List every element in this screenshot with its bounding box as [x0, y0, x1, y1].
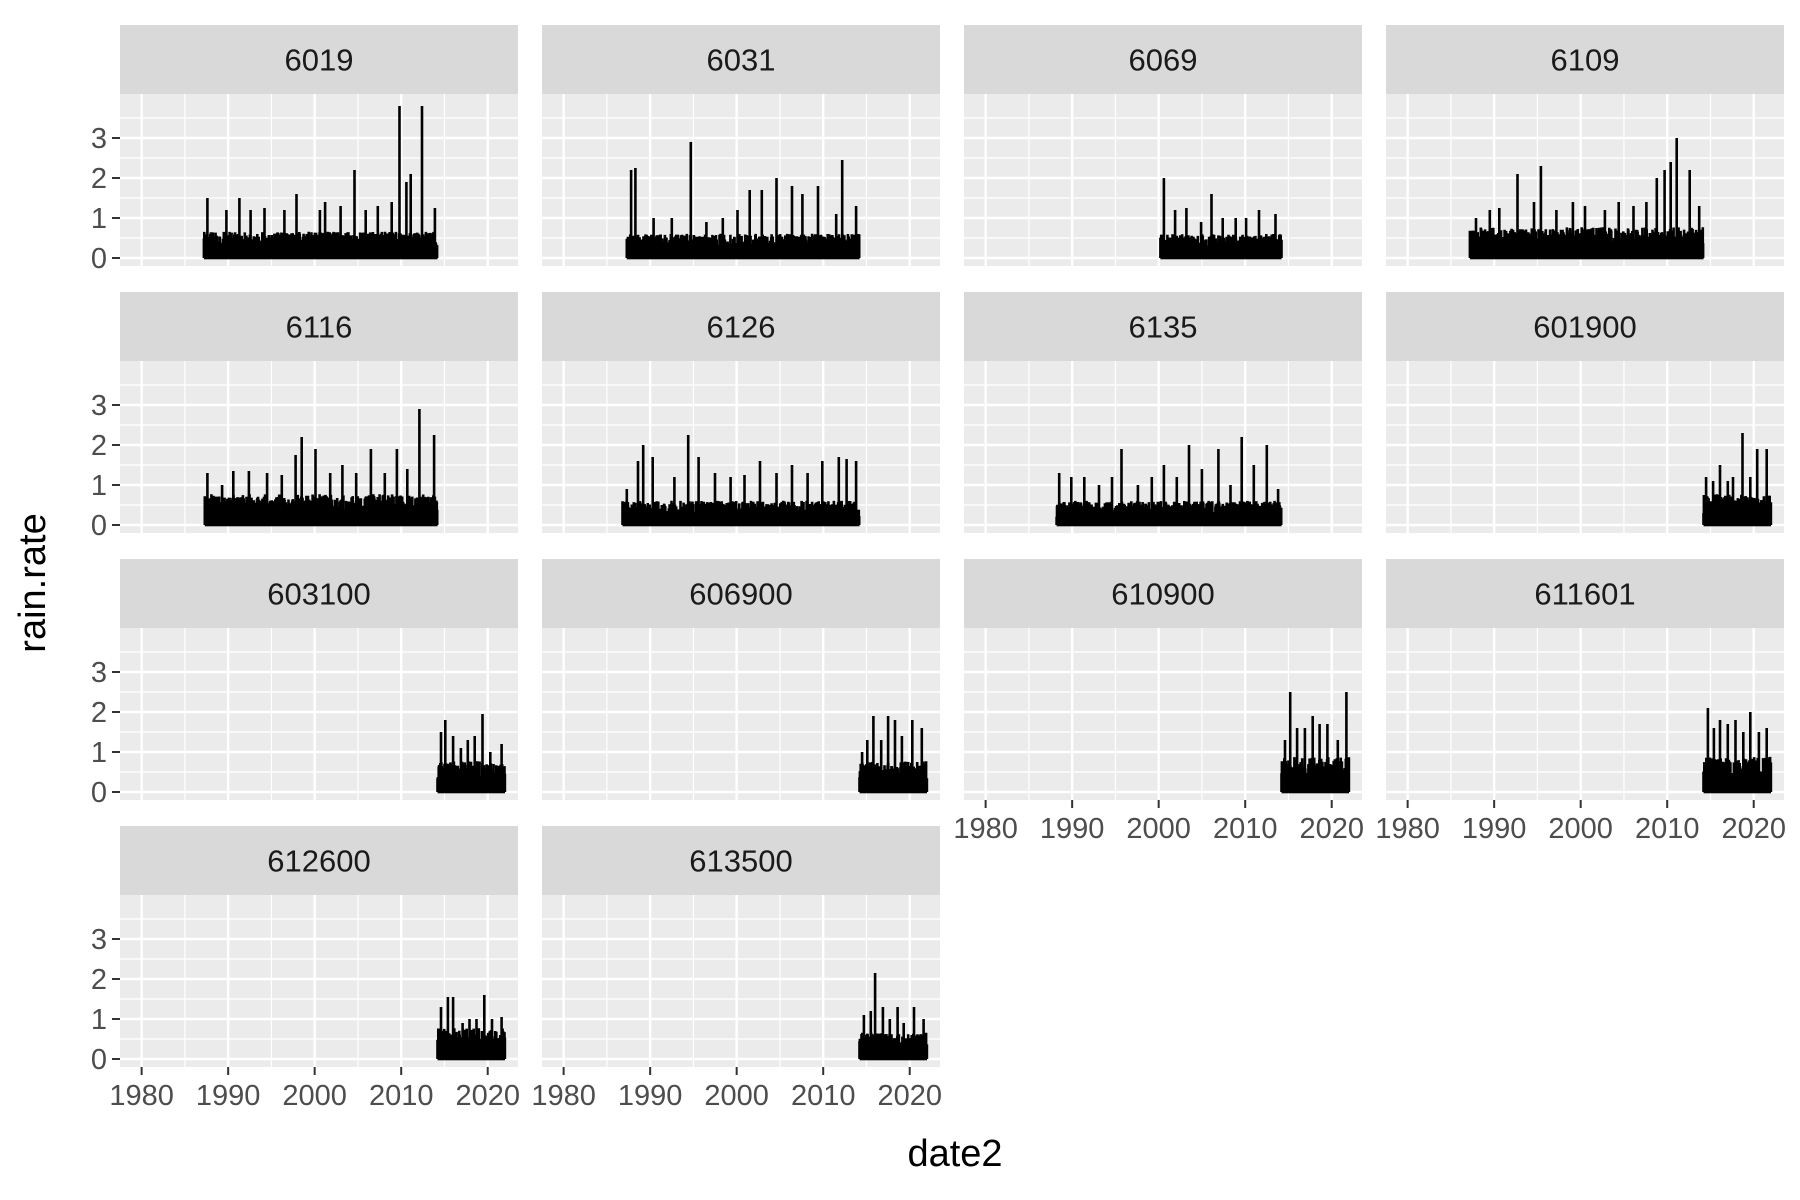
facet-strip-label: 6126 [707, 310, 776, 345]
series-base-band [1469, 245, 1704, 260]
facet-panel-612600: 612600 0 1 2 3 1980 1990 2000 2010 2020 [91, 826, 520, 1112]
facet-strip [120, 25, 518, 94]
y-tick-label: 2 [91, 430, 107, 462]
series-base-band [204, 512, 438, 527]
series-base-band [203, 247, 438, 260]
facet-strip-label: 6069 [1129, 43, 1198, 78]
series-base-band [1281, 777, 1350, 794]
x-tick-label: 2020 [455, 1080, 520, 1112]
y-tick-label: 3 [91, 924, 107, 956]
x-tick-label: 2010 [791, 1080, 856, 1112]
series-base-band [622, 515, 860, 527]
x-tick-label: 2000 [1126, 813, 1191, 845]
facet-strip [1386, 25, 1784, 94]
facet-strip [964, 292, 1362, 361]
y-tick-label: 2 [91, 964, 107, 996]
y-tick-label: 1 [91, 1004, 107, 1036]
x-tick-label: 1980 [109, 1080, 174, 1112]
facet-strip [1386, 292, 1784, 361]
x-tick-label: 1990 [1462, 813, 1527, 845]
x-tick-label: 1990 [196, 1080, 261, 1112]
facet-panel-6019: 6019 0 1 2 3 [91, 25, 518, 275]
facet-panel-603100: 603100 0 1 2 3 [91, 559, 518, 809]
x-tick-label: 2020 [1721, 813, 1786, 845]
facet-strip [542, 25, 940, 94]
x-tick-label: 2000 [704, 1080, 769, 1112]
facet-strip-label: 611601 [1534, 577, 1635, 612]
facet-strip [120, 292, 518, 361]
facet-panel-601900: 601900 [1386, 292, 1784, 533]
x-tick-label: 2020 [877, 1080, 942, 1112]
facet-panel-6116: 6116 0 1 2 3 [91, 292, 518, 542]
x-tick-label: 1980 [953, 813, 1018, 845]
facet-panel-6126: 6126 [542, 292, 940, 533]
series-base-band [626, 248, 860, 260]
x-tick-label: 1980 [1375, 813, 1440, 845]
facet-strip [964, 25, 1362, 94]
y-tick-label: 0 [91, 777, 107, 809]
y-tick-label: 2 [91, 697, 107, 729]
facet-strip [542, 559, 940, 628]
panel-background [542, 361, 940, 533]
x-tick-label: 2000 [1548, 813, 1613, 845]
x-tick-label: 1990 [1040, 813, 1105, 845]
facet-panel-611601: 611601 1980 1990 2000 2010 2020 [1375, 559, 1786, 845]
facet-strip [964, 559, 1362, 628]
facet-strip-label: 6135 [1129, 310, 1198, 345]
facet-strip [1386, 559, 1784, 628]
facet-panel-6109: 6109 [1386, 25, 1784, 266]
facet-strip-label: 603100 [267, 577, 370, 612]
facet-strip-label: 6109 [1551, 43, 1620, 78]
x-tick-label: 1980 [531, 1080, 596, 1112]
series-base-band [859, 1048, 928, 1061]
x-tick-label: 2010 [1213, 813, 1278, 845]
series-base-band [437, 779, 506, 794]
facet-strip-label: 6116 [286, 310, 353, 345]
series-base-band [1703, 512, 1772, 527]
facet-panel-610900: 610900 1980 1990 2000 2010 2020 [953, 559, 1364, 845]
y-tick-label: 2 [91, 163, 107, 195]
y-tick-label: 1 [91, 737, 107, 769]
series-base-band [1056, 515, 1282, 527]
y-tick-label: 1 [91, 203, 107, 235]
facet-panel-6031: 6031 [542, 25, 940, 266]
series-base-band [1703, 777, 1772, 794]
x-tick-label: 1990 [618, 1080, 683, 1112]
facet-strip [120, 826, 518, 895]
y-tick-label: 1 [91, 470, 107, 502]
facet-strip-label: 613500 [689, 844, 792, 879]
series-base-band [859, 779, 928, 794]
facet-strip-label: 6031 [707, 43, 776, 78]
x-tick-label: 2010 [369, 1080, 434, 1112]
facet-panel-606900: 606900 [542, 559, 940, 800]
facet-strip-label: 606900 [689, 577, 792, 612]
y-axis-title: rain.rate [12, 513, 54, 652]
series-base-band [1160, 248, 1282, 260]
y-tick-label: 0 [91, 1044, 107, 1076]
x-tick-label: 2000 [282, 1080, 347, 1112]
y-tick-label: 3 [91, 657, 107, 689]
y-tick-label: 3 [91, 390, 107, 422]
facet-panel-6135: 6135 [964, 292, 1362, 533]
x-axis-title: date2 [907, 1133, 1002, 1175]
y-tick-label: 0 [91, 510, 107, 542]
facet-strip-label: 6019 [285, 43, 354, 78]
facet-strip-label: 612600 [267, 844, 370, 879]
facet-strip-label: 610900 [1111, 577, 1214, 612]
x-tick-label: 2020 [1299, 813, 1364, 845]
y-tick-label: 3 [91, 123, 107, 155]
x-tick-label: 2010 [1635, 813, 1700, 845]
facet-panel-613500: 613500 1980 1990 2000 2010 2020 [531, 826, 942, 1112]
facet-panel-6069: 6069 [964, 25, 1362, 266]
y-tick-label: 0 [91, 243, 107, 275]
facet-strip [542, 826, 940, 895]
series-base-band [437, 1046, 506, 1061]
facet-strip [120, 559, 518, 628]
facet-strip-label: 601900 [1533, 310, 1636, 345]
facet-strip [542, 292, 940, 361]
